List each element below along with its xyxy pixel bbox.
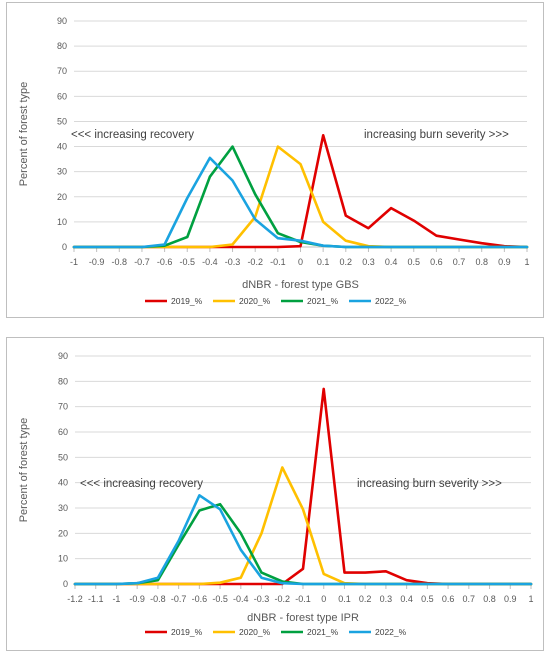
annotation-burn-severity: increasing burn severity >>> bbox=[357, 478, 502, 490]
legend-label: 2022_% bbox=[375, 296, 407, 306]
y-tick-label: 20 bbox=[58, 528, 68, 538]
y-tick-label: 80 bbox=[58, 376, 68, 386]
x-tick-label: 0.5 bbox=[407, 257, 420, 267]
y-tick-label: 30 bbox=[57, 167, 67, 177]
x-tick-label: 0 bbox=[321, 594, 326, 604]
x-tick-label: 0.2 bbox=[340, 257, 353, 267]
x-tick-label: -0.3 bbox=[254, 594, 270, 604]
x-tick-label: -0.4 bbox=[233, 594, 249, 604]
y-tick-label: 60 bbox=[58, 427, 68, 437]
x-tick-label: -0.9 bbox=[89, 257, 105, 267]
legend-label: 2021_% bbox=[307, 627, 339, 637]
y-tick-label: 40 bbox=[58, 478, 68, 488]
x-tick-label: -0.1 bbox=[270, 257, 286, 267]
x-tick-label: 0.2 bbox=[359, 594, 372, 604]
y-tick-label: 60 bbox=[57, 91, 67, 101]
x-tick-label: -1.2 bbox=[67, 594, 83, 604]
x-tick-label: -0.8 bbox=[112, 257, 128, 267]
x-tick-label: 0.9 bbox=[498, 257, 511, 267]
x-tick-label: 0.1 bbox=[338, 594, 351, 604]
x-tick-label: 0.7 bbox=[463, 594, 476, 604]
annotation-recovery: <<< increasing recovery bbox=[71, 129, 194, 141]
x-tick-label: 0.1 bbox=[317, 257, 330, 267]
x-tick-label: -0.1 bbox=[295, 594, 311, 604]
x-tick-label: 0.6 bbox=[442, 594, 455, 604]
y-tick-label: 10 bbox=[58, 554, 68, 564]
x-tick-label: 0.9 bbox=[504, 594, 517, 604]
legend-label: 2019_% bbox=[171, 296, 203, 306]
x-tick-label: 0.7 bbox=[453, 257, 466, 267]
x-tick-label: -0.2 bbox=[275, 594, 291, 604]
x-tick-label: 0.4 bbox=[400, 594, 413, 604]
series-line-2022 bbox=[72, 156, 529, 249]
x-tick-label: -0.5 bbox=[179, 257, 195, 267]
x-tick-label: -0.4 bbox=[202, 257, 218, 267]
y-tick-label: 40 bbox=[57, 142, 67, 152]
x-tick-label: 0.6 bbox=[430, 257, 443, 267]
x-tick-label: -0.2 bbox=[247, 257, 263, 267]
x-tick-label: 0.4 bbox=[385, 257, 398, 267]
x-tick-label: -0.6 bbox=[157, 257, 173, 267]
legend-label: 2020_% bbox=[239, 296, 271, 306]
legend-label: 2020_% bbox=[239, 627, 271, 637]
x-tick-label: -1 bbox=[70, 257, 78, 267]
x-tick-label: -0.7 bbox=[134, 257, 150, 267]
y-tick-label: 20 bbox=[57, 192, 67, 202]
annotation-recovery: <<< increasing recovery bbox=[80, 478, 203, 490]
x-tick-label: 0.8 bbox=[483, 594, 496, 604]
y-tick-label: 90 bbox=[57, 16, 67, 26]
chart-panel-ipr: 0 10 20 30 40 50 60 70 80 90 -1.2 -1.1 -1 -0.9 -0.8 -0.… bbox=[6, 337, 544, 651]
legend-label: 2021_% bbox=[307, 296, 339, 306]
x-tick-label: -0.5 bbox=[212, 594, 228, 604]
x-tick-label: -0.6 bbox=[192, 594, 208, 604]
y-tick-label: 70 bbox=[58, 402, 68, 412]
y-tick-label: 10 bbox=[57, 217, 67, 227]
y-tick-label: 30 bbox=[58, 503, 68, 513]
x-tick-label: 0.5 bbox=[421, 594, 434, 604]
x-tick-label: -0.9 bbox=[129, 594, 145, 604]
y-tick-label: 70 bbox=[57, 66, 67, 76]
x-tick-label: 0.8 bbox=[475, 257, 488, 267]
y-tick-label: 0 bbox=[62, 242, 67, 252]
x-axis-title: dNBR - forest type IPR bbox=[247, 612, 359, 624]
legend-label: 2022_% bbox=[375, 627, 407, 637]
series-line-2022 bbox=[73, 494, 533, 586]
x-tick-label: -1.1 bbox=[88, 594, 104, 604]
x-tick-label: -0.8 bbox=[150, 594, 166, 604]
y-tick-label: 50 bbox=[57, 116, 67, 126]
x-tick-label: 0.3 bbox=[380, 594, 393, 604]
x-axis-title: dNBR - forest type GBS bbox=[242, 279, 359, 291]
chart-panel-gbs: 0 10 20 30 40 50 60 70 80 90 -1 -0.9 -0.8 -0.7 -0.6 -0.… bbox=[6, 2, 544, 318]
x-tick-label: -0.3 bbox=[225, 257, 241, 267]
y-tick-label: 80 bbox=[57, 41, 67, 51]
legend-label: 2019_% bbox=[171, 627, 203, 637]
y-axis-title: Percent of forest type bbox=[18, 418, 30, 523]
y-tick-label: 90 bbox=[58, 351, 68, 361]
x-tick-label: -1 bbox=[112, 594, 120, 604]
x-tick-label: 0.3 bbox=[362, 257, 375, 267]
y-tick-label: 50 bbox=[58, 452, 68, 462]
x-tick-label: 1 bbox=[528, 594, 533, 604]
y-tick-label: 0 bbox=[63, 579, 68, 589]
x-tick-label: 0 bbox=[298, 257, 303, 267]
y-axis-title: Percent of forest type bbox=[18, 82, 30, 187]
x-tick-label: 1 bbox=[524, 257, 529, 267]
x-tick-label: -0.7 bbox=[171, 594, 187, 604]
series-line-2019 bbox=[72, 134, 529, 249]
annotation-burn-severity: increasing burn severity >>> bbox=[364, 129, 509, 141]
series-line-2021 bbox=[73, 502, 533, 586]
